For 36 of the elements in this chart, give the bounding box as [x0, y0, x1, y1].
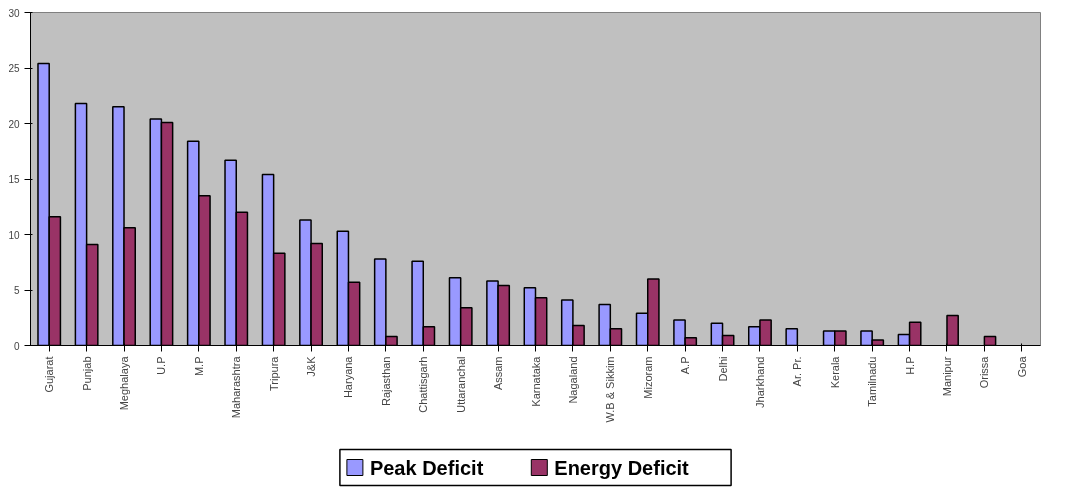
x-tick-label: A.P: [679, 356, 692, 375]
y-tick-label: 15: [8, 174, 20, 185]
x-tick-label: Goa: [1015, 355, 1028, 378]
x-tick-label: J&K: [305, 355, 318, 377]
x-tick-label: Karnataka: [529, 355, 542, 407]
x-tick-label: Manipur: [940, 356, 953, 397]
x-tick-label: Jharkhand: [753, 356, 766, 408]
x-tick-label: Rajasthan: [379, 356, 392, 407]
x-tick-label: Uttaranchal: [454, 356, 467, 413]
x-tick-label: Punjab: [80, 356, 93, 391]
x-tick-label: Meghalaya: [118, 355, 131, 411]
y-tick-label: 20: [8, 118, 20, 130]
legend-label: Peak Deficit: [369, 456, 484, 479]
y-tick-label: 0: [13, 340, 20, 352]
x-tick-label: Kerala: [828, 355, 841, 389]
x-tick-label: W.B & Sikkim: [604, 356, 617, 423]
y-tick-label: 5: [13, 285, 20, 296]
x-tick-label: Ar. Pr.: [791, 356, 804, 387]
y-tick-label: 10: [8, 229, 20, 241]
x-tick-label: Nagaland: [566, 356, 579, 404]
x-tick-label: Mizoram: [641, 356, 654, 399]
x-tick-label: Delhi: [716, 356, 729, 382]
x-tick-label: Tripura: [267, 355, 280, 391]
x-tick-label: H.P: [903, 356, 916, 375]
y-tick-label: 30: [8, 7, 20, 19]
x-tick-label: M.P: [192, 356, 205, 377]
y-tick-label: 25: [8, 63, 20, 74]
x-tick-label: U.P: [155, 356, 168, 375]
x-tick-label: Assam: [492, 356, 505, 391]
x-tick-label: Maharashtra: [230, 355, 243, 419]
legend-label: Energy Deficit: [554, 456, 690, 479]
x-tick-label: Orissa: [978, 355, 991, 389]
x-tick-label: Gujarat: [43, 356, 56, 393]
x-tick-label: Chattisgarh: [417, 356, 430, 413]
x-tick-label: Haryana: [342, 355, 355, 399]
x-tick-label: Tamilnadu: [866, 356, 879, 407]
